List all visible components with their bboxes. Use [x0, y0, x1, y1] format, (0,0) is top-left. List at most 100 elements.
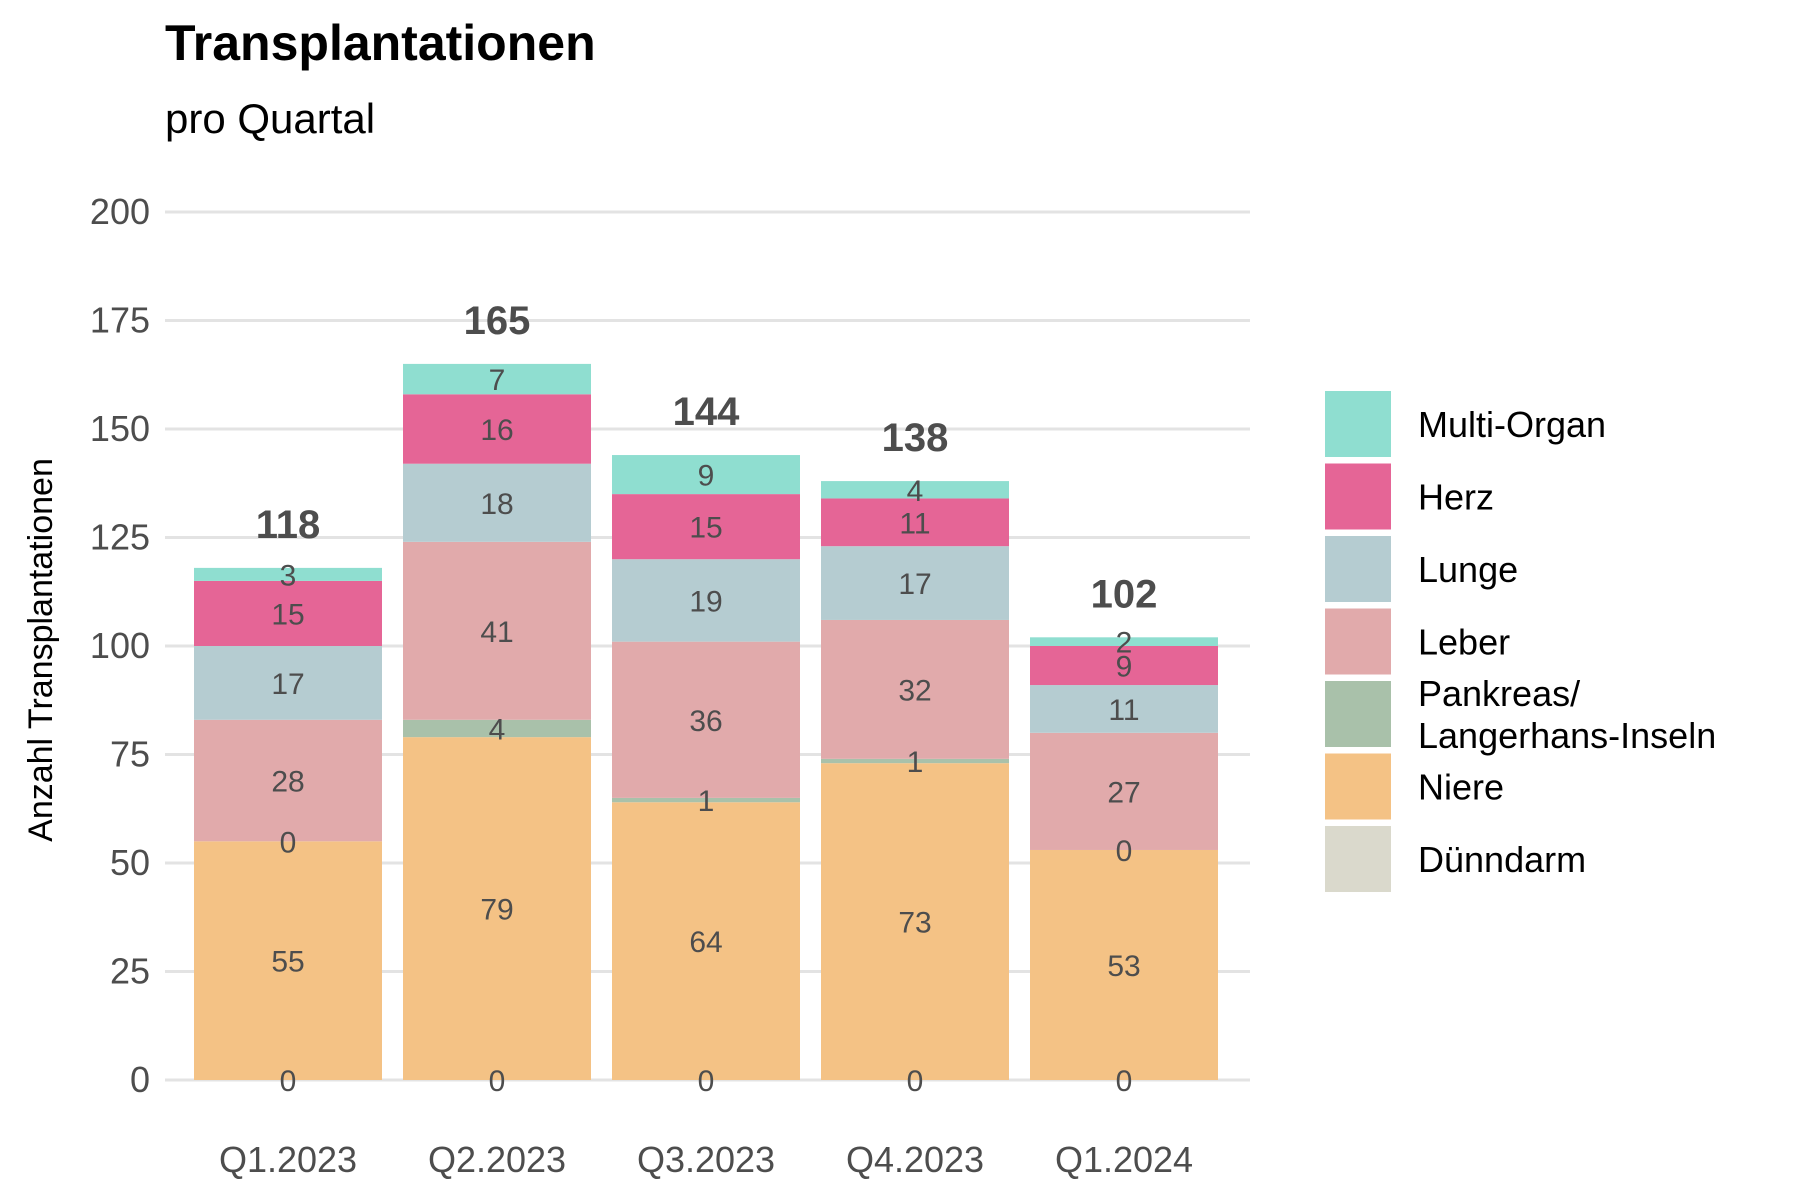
legend-key — [1325, 608, 1391, 675]
bar-segment — [612, 797, 800, 803]
segment-value-label: 79 — [480, 894, 513, 927]
segment-value-label: 0 — [280, 826, 297, 859]
bar-segment — [194, 719, 382, 842]
bar-segment — [1030, 646, 1218, 686]
legend-label: Leber — [1418, 622, 1510, 663]
legend-label: Pankreas/Langerhans-Inseln — [1418, 673, 1716, 756]
chart-subtitle: pro Quartal — [165, 95, 376, 142]
segment-value-label: 41 — [480, 616, 513, 649]
segment-value-label: 11 — [1108, 694, 1139, 727]
segment-value-label: 53 — [1107, 950, 1140, 983]
segment-labels: 0 55 0 28 17 15 3 0 79 4 41 18 16 7 0 64 1 36 19 15 9 0 73 1 32 1… — [271, 364, 1140, 1098]
legend-key — [1325, 753, 1391, 820]
legend-label-line: Leber — [1418, 622, 1510, 663]
segment-value-label: 4 — [489, 713, 506, 746]
bar-total-label: 118 — [256, 503, 321, 547]
segment-value-label: 7 — [489, 364, 506, 397]
legend-label-line: Pankreas/ — [1418, 673, 1580, 714]
y-tick-label: 200 — [90, 191, 150, 232]
bar-segment — [403, 363, 591, 395]
segment-value-label: 1 — [907, 746, 924, 779]
bar-segment — [612, 455, 800, 495]
segment-value-label: 15 — [689, 512, 722, 545]
x-tick-label: Q1.2023 — [219, 1139, 357, 1180]
segment-value-label: 16 — [480, 414, 513, 447]
bar-segment — [1030, 637, 1218, 646]
legend-key — [1325, 536, 1391, 602]
bar-segment — [612, 559, 800, 642]
segment-value-label: 0 — [698, 1065, 715, 1098]
legend-key — [1325, 391, 1391, 457]
segment-value-label: 55 — [271, 946, 304, 979]
segment-value-label: 11 — [899, 507, 930, 540]
x-tick-label: Q3.2023 — [637, 1139, 775, 1180]
legend: Multi-Organ Herz Lunge Leber Pankreas/Langer… — [1325, 391, 1716, 892]
legend-label-line: Lunge — [1418, 549, 1518, 590]
y-tick-label: 100 — [90, 625, 150, 666]
legend-key — [1325, 463, 1391, 530]
segment-value-label: 18 — [480, 488, 513, 521]
bar-segment — [821, 758, 1009, 764]
segment-value-label: 4 — [907, 475, 924, 508]
bar-segment — [821, 763, 1009, 1080]
legend-label: Lunge — [1418, 549, 1518, 590]
bar-segment — [194, 580, 382, 646]
bar-segment — [1030, 685, 1218, 733]
legend-label: Dünndarm — [1418, 839, 1586, 880]
x-tick-label: Q4.2023 — [846, 1139, 984, 1180]
bar-segment — [1030, 849, 1218, 1080]
legend-label-line: Herz — [1418, 477, 1494, 518]
y-tick-label: 125 — [90, 517, 150, 558]
segment-value-label: 36 — [689, 705, 722, 738]
legend-label: Herz — [1418, 477, 1494, 518]
bar-total-label: 144 — [673, 390, 740, 434]
legend-label: Multi-Organ — [1418, 404, 1606, 445]
bar-segment — [403, 737, 591, 1080]
segment-value-label: 0 — [489, 1065, 506, 1098]
bar-total-label: 165 — [464, 299, 531, 343]
segment-value-label: 64 — [689, 926, 722, 959]
legend-label-line: Dünndarm — [1418, 839, 1586, 880]
y-tick-label: 150 — [90, 408, 150, 449]
y-tick-label: 25 — [110, 951, 150, 992]
bar-segment — [612, 802, 800, 1080]
segment-value-label: 3 — [280, 559, 297, 592]
x-axis-ticks: Q1.2023 Q2.2023 Q3.2023 Q4.2023 Q1.2024 — [219, 1139, 1193, 1180]
bar-total-label: 102 — [1091, 572, 1158, 616]
bar-segment — [821, 546, 1009, 620]
segment-value-label: 27 — [1107, 776, 1140, 809]
y-axis-title: Anzahl Transplantationen — [22, 458, 60, 842]
bar-segment — [194, 646, 382, 720]
legend-key — [1325, 681, 1391, 747]
x-tick-label: Q1.2024 — [1055, 1139, 1193, 1180]
bar-segment — [403, 541, 591, 720]
segment-value-label: 0 — [280, 1065, 297, 1098]
bar-segment — [612, 641, 800, 798]
bar-segment — [821, 498, 1009, 547]
bar-segment — [821, 481, 1009, 499]
legend-label-line: Niere — [1418, 767, 1504, 808]
segment-value-label: 32 — [898, 674, 931, 707]
bars — [194, 363, 1218, 1080]
segment-value-label: 15 — [271, 598, 304, 631]
segment-value-label: 19 — [689, 585, 722, 618]
segment-value-label: 73 — [898, 907, 931, 940]
segment-value-label: 9 — [1116, 651, 1133, 684]
bar-segment — [403, 394, 591, 464]
bar-segment — [194, 841, 382, 1080]
segment-value-label: 17 — [898, 568, 931, 601]
segment-value-label: 0 — [907, 1065, 924, 1098]
y-tick-label: 75 — [110, 734, 150, 775]
y-tick-label: 0 — [130, 1059, 150, 1100]
bar-segment — [194, 567, 382, 581]
segment-value-label: 28 — [271, 766, 304, 799]
bar-segment — [1030, 732, 1218, 850]
y-axis-ticks: 0 25 50 75 100 125 150 175 200 — [90, 191, 150, 1100]
x-tick-label: Q2.2023 — [428, 1139, 566, 1180]
legend-label-line: Multi-Organ — [1418, 404, 1606, 445]
bar-segment — [403, 719, 591, 738]
bar-segment — [821, 619, 1009, 759]
bar-segment — [403, 463, 591, 542]
total-labels: 118 165 144 138 102 — [256, 299, 1158, 616]
